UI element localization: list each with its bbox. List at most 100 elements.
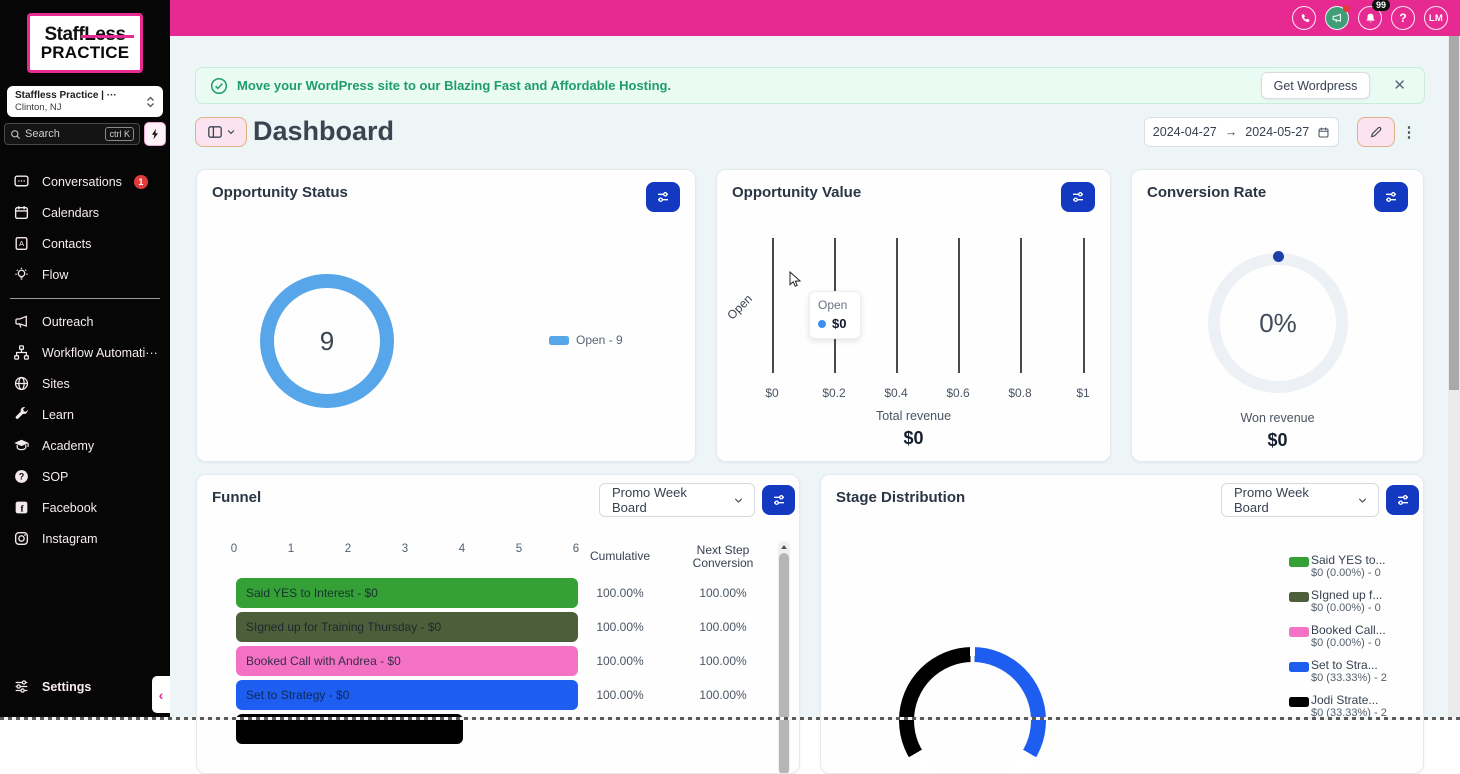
legend-sublabel: $0 (0.00%) - 0 xyxy=(1311,567,1381,579)
sidebar-item-instagram[interactable]: Instagram xyxy=(0,523,170,554)
tooltip-title: Open xyxy=(818,298,848,312)
sidebar-item-conversations[interactable]: Conversations 1 xyxy=(0,166,170,197)
announcements-button[interactable] xyxy=(1325,5,1350,30)
legend-swatch xyxy=(1289,592,1309,602)
opportunity-value-filter-button[interactable] xyxy=(1061,182,1095,212)
x-axis-tick: $0.4 xyxy=(884,386,908,400)
next-step-value: 100.00% xyxy=(699,654,747,668)
get-wordpress-button[interactable]: Get Wordpress xyxy=(1260,72,1371,99)
won-revenue-label: Won revenue xyxy=(1240,411,1315,425)
megaphone-icon xyxy=(13,313,30,330)
sidebar-item-label: Academy xyxy=(42,438,95,453)
account-location: Clinton, NJ xyxy=(15,102,62,113)
sidebar-item-contacts[interactable]: A Contacts xyxy=(0,228,170,259)
sidebar-divider xyxy=(10,298,160,299)
conversion-rate-filter-button[interactable] xyxy=(1374,182,1408,212)
sidebar-item-learn[interactable]: Learn xyxy=(0,399,170,430)
stage-distribution-board-select[interactable]: Promo Week Board xyxy=(1221,483,1379,517)
more-options-button[interactable]: ⋮ xyxy=(1401,124,1417,141)
funnel-bar[interactable]: Set to Strategy - $0 xyxy=(236,680,578,710)
account-switcher[interactable]: Staffless Practice | ··· Clinton, NJ xyxy=(7,86,163,117)
funnel-scrollbar[interactable] xyxy=(778,541,790,773)
lightbulb-icon xyxy=(13,266,30,283)
phone-button[interactable] xyxy=(1292,6,1316,30)
page-scrollbar[interactable] xyxy=(1448,36,1460,720)
funnel-bar[interactable]: SIgned up for Training Thursday - $0 xyxy=(236,612,578,642)
notifications-button[interactable]: 99 xyxy=(1358,0,1390,30)
chart-tooltip: Open $0 xyxy=(809,291,861,339)
funnel-bar-label: Said YES to Interest - $0 xyxy=(246,586,378,600)
x-axis-tick: 0 xyxy=(230,543,238,555)
calendar-icon xyxy=(1317,126,1330,139)
funnel-board-select[interactable]: Promo Week Board xyxy=(599,483,755,517)
column-header-cumulative: Cumulative xyxy=(589,549,651,563)
card-title: Opportunity Value xyxy=(732,184,862,201)
legend-item-open[interactable]: Open - 9 xyxy=(549,333,623,347)
date-range-picker[interactable]: 2024-04-27 → 2024-05-27 xyxy=(1144,117,1339,147)
opportunity-status-card: Opportunity Status 9 Open - 9 xyxy=(196,169,696,462)
main-content: Move your WordPress site to our Blazing … xyxy=(170,36,1448,774)
edit-dashboard-button[interactable] xyxy=(1357,117,1395,147)
x-axis-tick: 6 xyxy=(572,543,580,555)
chevron-down-icon xyxy=(733,495,744,506)
search-input[interactable]: Search ctrl K xyxy=(4,123,140,145)
x-axis-tick: 1 xyxy=(287,543,295,555)
user-avatar[interactable]: LM xyxy=(1424,6,1448,30)
sidebar-item-academy[interactable]: Academy xyxy=(0,430,170,461)
filter-sliders-icon xyxy=(1395,492,1411,508)
svg-text:f: f xyxy=(21,503,25,514)
chat-icon xyxy=(13,173,30,190)
cumulative-value: 100.00% xyxy=(596,688,644,702)
sidebar-item-facebook[interactable]: f Facebook xyxy=(0,492,170,523)
megaphone-icon xyxy=(1331,12,1343,24)
chevron-down-icon xyxy=(226,127,236,137)
legend-label: SIgned up f... xyxy=(1311,588,1383,602)
sidebar-item-outreach[interactable]: Outreach xyxy=(0,306,170,337)
stage-distribution-filter-button[interactable] xyxy=(1386,485,1419,515)
graduation-cap-icon xyxy=(13,437,30,454)
x-axis-tick: 3 xyxy=(401,543,409,555)
x-axis-tick: 4 xyxy=(458,543,466,555)
sidebar-item-label: SOP xyxy=(42,469,69,484)
next-step-value: 100.00% xyxy=(699,688,747,702)
funnel-bar[interactable]: Said YES to Interest - $0 xyxy=(236,578,578,608)
legend-swatch xyxy=(1289,557,1309,567)
legend-swatch xyxy=(1289,627,1309,637)
help-button[interactable]: ? xyxy=(1391,6,1415,30)
legend-swatch xyxy=(1289,662,1309,672)
sidebar-item-calendars[interactable]: Calendars xyxy=(0,197,170,228)
cumulative-value: 100.00% xyxy=(596,620,644,634)
scrollbar-thumb[interactable] xyxy=(779,553,789,773)
bell-icon xyxy=(1364,12,1377,25)
address-book-icon: A xyxy=(13,235,30,252)
selected-board-label: Promo Week Board xyxy=(612,485,687,515)
dashboard-switcher-button[interactable] xyxy=(195,117,247,147)
sidebar-item-label: Flow xyxy=(42,267,69,282)
scroll-up-arrow-icon[interactable] xyxy=(778,541,790,552)
quick-actions-button[interactable] xyxy=(144,122,166,146)
legend-label: Booked Call... xyxy=(1311,623,1386,637)
calendar-icon xyxy=(13,204,30,221)
capture-marquee xyxy=(0,717,1460,720)
sidebar-item-workflow-automations[interactable]: Workflow Automati··· xyxy=(0,337,170,368)
x-axis-tick: $0 xyxy=(765,386,779,400)
sidebar-collapse-button[interactable]: ‹ xyxy=(152,676,170,713)
sidebar-item-flow[interactable]: Flow xyxy=(0,259,170,290)
facebook-icon: f xyxy=(13,499,30,516)
funnel-filter-button[interactable] xyxy=(762,485,795,515)
card-title: Stage Distribution xyxy=(836,489,966,506)
conversion-rate-card: Conversion Rate 0% Won revenue $0 xyxy=(1131,169,1424,462)
sidebar-item-label: Conversations xyxy=(42,174,122,189)
legend-swatch xyxy=(549,335,569,345)
opportunity-status-filter-button[interactable] xyxy=(646,182,680,212)
donut-center-value: 9 xyxy=(319,325,335,356)
total-revenue-label: Total revenue xyxy=(875,409,952,423)
phone-icon xyxy=(1298,12,1311,25)
filter-sliders-icon xyxy=(655,189,671,205)
funnel-bar[interactable]: Booked Call with Andrea - $0 xyxy=(236,646,578,676)
sidebar-item-sop[interactable]: ? SOP xyxy=(0,461,170,492)
scrollbar-thumb[interactable] xyxy=(1449,36,1459,390)
sidebar-item-sites[interactable]: Sites xyxy=(0,368,170,399)
sidebar-item-settings[interactable]: Settings xyxy=(13,678,91,695)
banner-close-icon[interactable]: ✕ xyxy=(1393,77,1406,94)
